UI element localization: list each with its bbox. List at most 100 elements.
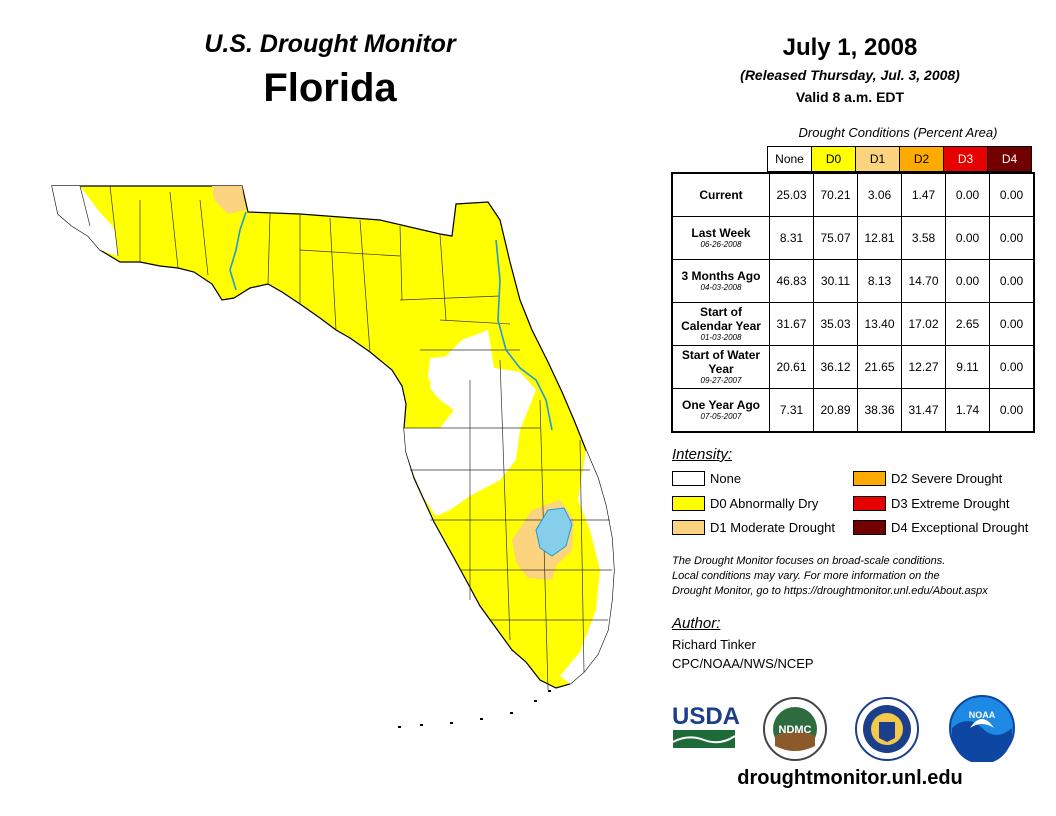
legend-swatch-d0 — [672, 496, 705, 511]
monitor-note: The Drought Monitor focuses on broad-sca… — [672, 554, 1052, 599]
table-cell: 38.36 — [857, 388, 902, 433]
col-d4: D4 — [987, 146, 1032, 172]
monitor-title: U.S. Drought Monitor — [204, 30, 456, 58]
usda-wave-icon — [672, 735, 736, 744]
table-cell: 17.02 — [901, 302, 946, 346]
legend-swatch-d4 — [853, 520, 886, 535]
table-cell: 12.27 — [901, 345, 946, 389]
legend-label-d4: D4 Exceptional Drought — [891, 520, 1029, 535]
table-cell: 0.00 — [945, 259, 990, 303]
noaa-logo: NOAA — [949, 695, 1015, 762]
table-cell: 70.21 — [813, 172, 858, 217]
usda-logo-bar — [672, 730, 736, 748]
col-d3: D3 — [943, 146, 988, 172]
row-label: Start of Calendar Year 01-03-2008 — [671, 302, 770, 346]
table-cell: 0.00 — [989, 388, 1035, 433]
st-johns-river — [495, 239, 553, 431]
row-label-date: 04-03-2008 — [700, 283, 742, 292]
table-cell: 8.31 — [769, 216, 814, 260]
row-label-name: One Year Ago — [681, 398, 761, 412]
table-header: None D0 D1 D2 D3 D4 — [767, 146, 1032, 172]
table-cell: 7.31 — [769, 388, 814, 433]
table-cell: 31.47 — [901, 388, 946, 433]
table-cell: 31.67 — [769, 302, 814, 346]
table-cell: 9.11 — [945, 345, 990, 389]
commerce-seal-logo — [855, 697, 919, 761]
row-label-name: Start of Water Year — [681, 348, 761, 376]
table-cell: 20.61 — [769, 345, 814, 389]
note-line-2: Local conditions may vary. For more info… — [672, 570, 940, 582]
row-label-name: Current — [699, 188, 743, 202]
legend-label-none: None — [710, 471, 742, 486]
author-name: Richard Tinker — [672, 637, 756, 652]
state-title: Florida — [263, 66, 397, 110]
table-cell: 3.06 — [857, 172, 902, 217]
table-row: Start of Calendar Year 01-03-2008 31.67 35.… — [671, 302, 1035, 346]
row-label-date: 01-03-2008 — [700, 333, 742, 342]
table-cell: 1.74 — [945, 388, 990, 433]
row-label: Last Week 06-26-2008 — [671, 216, 770, 260]
legend-swatch-none — [672, 471, 705, 486]
table-cell: 0.00 — [945, 172, 990, 217]
legend-label-d3: D3 Extreme Drought — [891, 496, 1010, 511]
state-outline — [51, 185, 615, 689]
table-cell: 21.65 — [857, 345, 902, 389]
map-date: July 1, 2008 — [782, 34, 918, 61]
site-url[interactable]: droughtmonitor.unl.edu — [737, 767, 963, 789]
table-cell: 75.07 — [813, 216, 858, 260]
legend-title: Intensity: — [672, 446, 733, 463]
row-label: One Year Ago 07-05-2007 — [671, 388, 770, 433]
table-cell: 13.40 — [857, 302, 902, 346]
ndmc-logo: NDMC — [763, 697, 827, 761]
table-cell: 12.81 — [857, 216, 902, 260]
legend-label-d2: D2 Severe Drought — [891, 471, 1003, 486]
col-d1: D1 — [855, 146, 900, 172]
region-none-citrus — [428, 356, 456, 392]
release-date: (Released Thursday, Jul. 3, 2008) — [740, 67, 960, 83]
row-label-date: 07-05-2007 — [700, 412, 742, 421]
author-org: CPC/NOAA/NWS/NCEP — [672, 656, 814, 671]
florida-drought-map — [51, 185, 615, 728]
apalachicola-river — [229, 211, 247, 291]
table-cell: 0.00 — [989, 216, 1035, 260]
table-cell: 20.89 — [813, 388, 858, 433]
row-label: 3 Months Ago 04-03-2008 — [671, 259, 770, 303]
florida-keys — [398, 690, 551, 728]
row-label-date: 06-26-2008 — [700, 240, 742, 249]
note-line-1: The Drought Monitor focuses on broad-sca… — [672, 555, 946, 567]
row-label: Current — [671, 172, 770, 217]
drought-conditions-table: Current 25.03 70.21 3.06 1.47 0.00 0.00 Last We… — [671, 172, 1035, 433]
table-cell: 0.00 — [989, 345, 1035, 389]
lake-okeechobee — [535, 507, 573, 557]
table-cell: 25.03 — [769, 172, 814, 217]
usda-logo: USDA — [672, 703, 741, 730]
table-row: Start of Water Year 09-27-2007 20.61 36.12 2… — [671, 345, 1035, 389]
region-d1-north — [212, 186, 246, 214]
table-row: One Year Ago 07-05-2007 7.31 20.89 38.36 31.4… — [671, 388, 1035, 433]
legend-label-d1: D1 Moderate Drought — [710, 520, 836, 535]
table-cell: 0.00 — [989, 172, 1035, 217]
table-cell: 30.11 — [813, 259, 858, 303]
table-cell: 0.00 — [989, 302, 1035, 346]
note-line-3: Drought Monitor, go to https://droughtmo… — [672, 585, 988, 597]
table-row: 3 Months Ago 04-03-2008 46.83 30.11 8.13 14.7… — [671, 259, 1035, 303]
row-label-date: 09-27-2007 — [700, 376, 742, 385]
table-row: Current 25.03 70.21 3.06 1.47 0.00 0.00 — [671, 172, 1035, 217]
table-cell: 1.47 — [901, 172, 946, 217]
row-label: Start of Water Year 09-27-2007 — [671, 345, 770, 389]
col-d0: D0 — [811, 146, 856, 172]
table-caption: Drought Conditions (Percent Area) — [798, 125, 998, 140]
ndmc-logo-text: NDMC — [779, 724, 812, 736]
legend-swatch-d3 — [853, 496, 886, 511]
col-d2: D2 — [899, 146, 944, 172]
noaa-logo-text: NOAA — [969, 710, 996, 720]
valid-time: Valid 8 a.m. EDT — [795, 89, 905, 105]
table-cell: 8.13 — [857, 259, 902, 303]
table-cell: 0.00 — [989, 259, 1035, 303]
row-label-name: Start of Calendar Year — [681, 305, 761, 333]
table-cell: 36.12 — [813, 345, 858, 389]
row-label-name: 3 Months Ago — [681, 269, 761, 283]
legend-label-d0: D0 Abnormally Dry — [710, 496, 819, 511]
legend-swatch-d2 — [853, 471, 886, 486]
author-title: Author: — [672, 615, 721, 632]
